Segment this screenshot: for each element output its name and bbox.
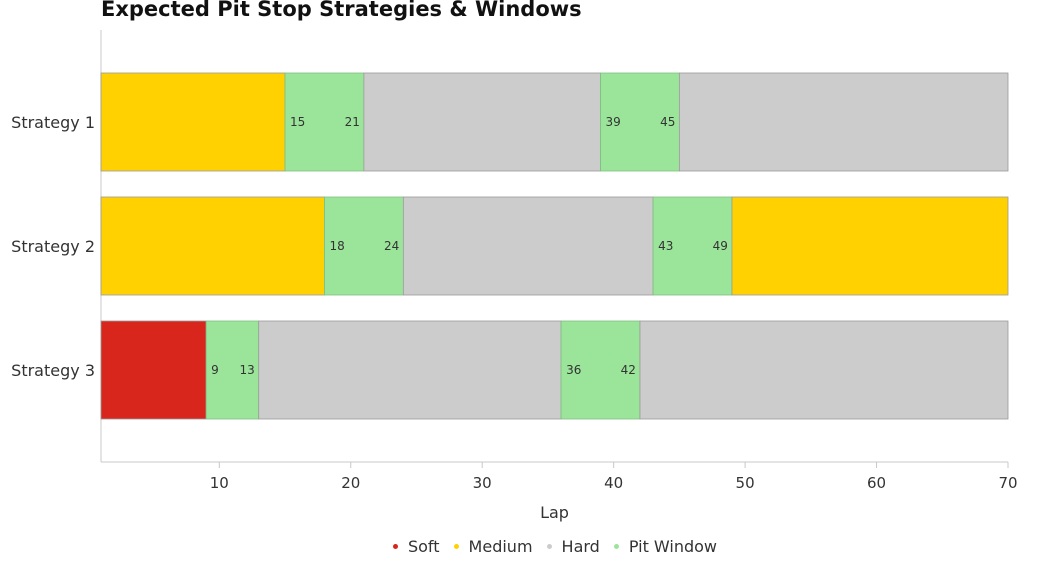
x-tick-label-50: 50 (736, 474, 755, 492)
strategy-1-window-start-label: 39 (606, 115, 621, 129)
strategy-3-segment-2-pit-window (205, 320, 260, 420)
strategy-2-window-end-label: 24 (384, 239, 399, 253)
legend-label-pit-window: Pit Window (628, 537, 718, 556)
chart-title: Expected Pit Stop Strategies & Windows (101, 0, 582, 21)
strategy-1-window-end-label: 21 (345, 115, 360, 129)
legend-marker-hard (546, 544, 552, 549)
legend-marker-medium (453, 544, 459, 549)
legend-marker-soft (392, 544, 398, 549)
legend-label-soft: Soft (407, 537, 440, 556)
strategy-2-window-start-label: 43 (658, 239, 673, 253)
x-axis-title: Lap (540, 503, 569, 522)
legend-item-medium: Medium (453, 537, 533, 556)
strategy-1-segment-4-pit-window (600, 72, 680, 172)
strategy-2-segment-3-hard (402, 196, 654, 296)
legend-item-hard: Hard (546, 537, 600, 556)
x-tick-label-70: 70 (998, 474, 1017, 492)
strategy-3-segment-5-hard (639, 320, 1009, 420)
x-tick-label-10: 10 (210, 474, 229, 492)
x-tick-label-20: 20 (341, 474, 360, 492)
legend-item-soft: Soft (392, 537, 440, 556)
strategy-3-window-end-label: 42 (621, 363, 636, 377)
legend-label-hard: Hard (561, 537, 600, 556)
strategy-1-segment-5-hard (678, 72, 1009, 172)
x-tick-label-40: 40 (604, 474, 623, 492)
strategy-1-segment-3-hard (363, 72, 601, 172)
strategy-1-window-end-label: 45 (660, 115, 675, 129)
strategy-2-window-start-label: 18 (329, 239, 344, 253)
strategy-2-window-end-label: 49 (713, 239, 728, 253)
legend-item-pit-window: Pit Window (613, 537, 718, 556)
strategy-3-segment-3-hard (258, 320, 562, 420)
x-tick-label-30: 30 (473, 474, 492, 492)
strategy-3-segment-4-pit-window (560, 320, 641, 420)
strategy-3-window-end-label: 13 (239, 363, 254, 377)
strategy-3-window-start-label: 36 (566, 363, 581, 377)
category-label-strategy-3: Strategy 3 (11, 361, 95, 380)
strategy-1-segment-1-medium (100, 72, 286, 172)
strategy-2-segment-1-medium (100, 196, 325, 296)
x-tick-label-60: 60 (867, 474, 886, 492)
category-label-strategy-1: Strategy 1 (11, 113, 95, 132)
strategy-3-segment-1-soft (100, 320, 207, 420)
strategy-2-segment-4-pit-window (652, 196, 733, 296)
legend-marker-pit-window (613, 544, 619, 549)
strategy-chart: 10 20 30 40 50 60 70 Lap Strategy 1 15 21 39 45 Strat… (11, 30, 1018, 522)
strategy-2-segment-5-medium (731, 196, 1009, 296)
strategy-3-window-start-label: 9 (211, 363, 219, 377)
strategy-1-window-start-label: 15 (290, 115, 305, 129)
strategy-1-segment-2-pit-window (284, 72, 365, 172)
legend-label-medium: Medium (468, 537, 533, 556)
category-label-strategy-2: Strategy 2 (11, 237, 95, 256)
legend: Soft Medium Hard Pit Window (0, 537, 1037, 556)
